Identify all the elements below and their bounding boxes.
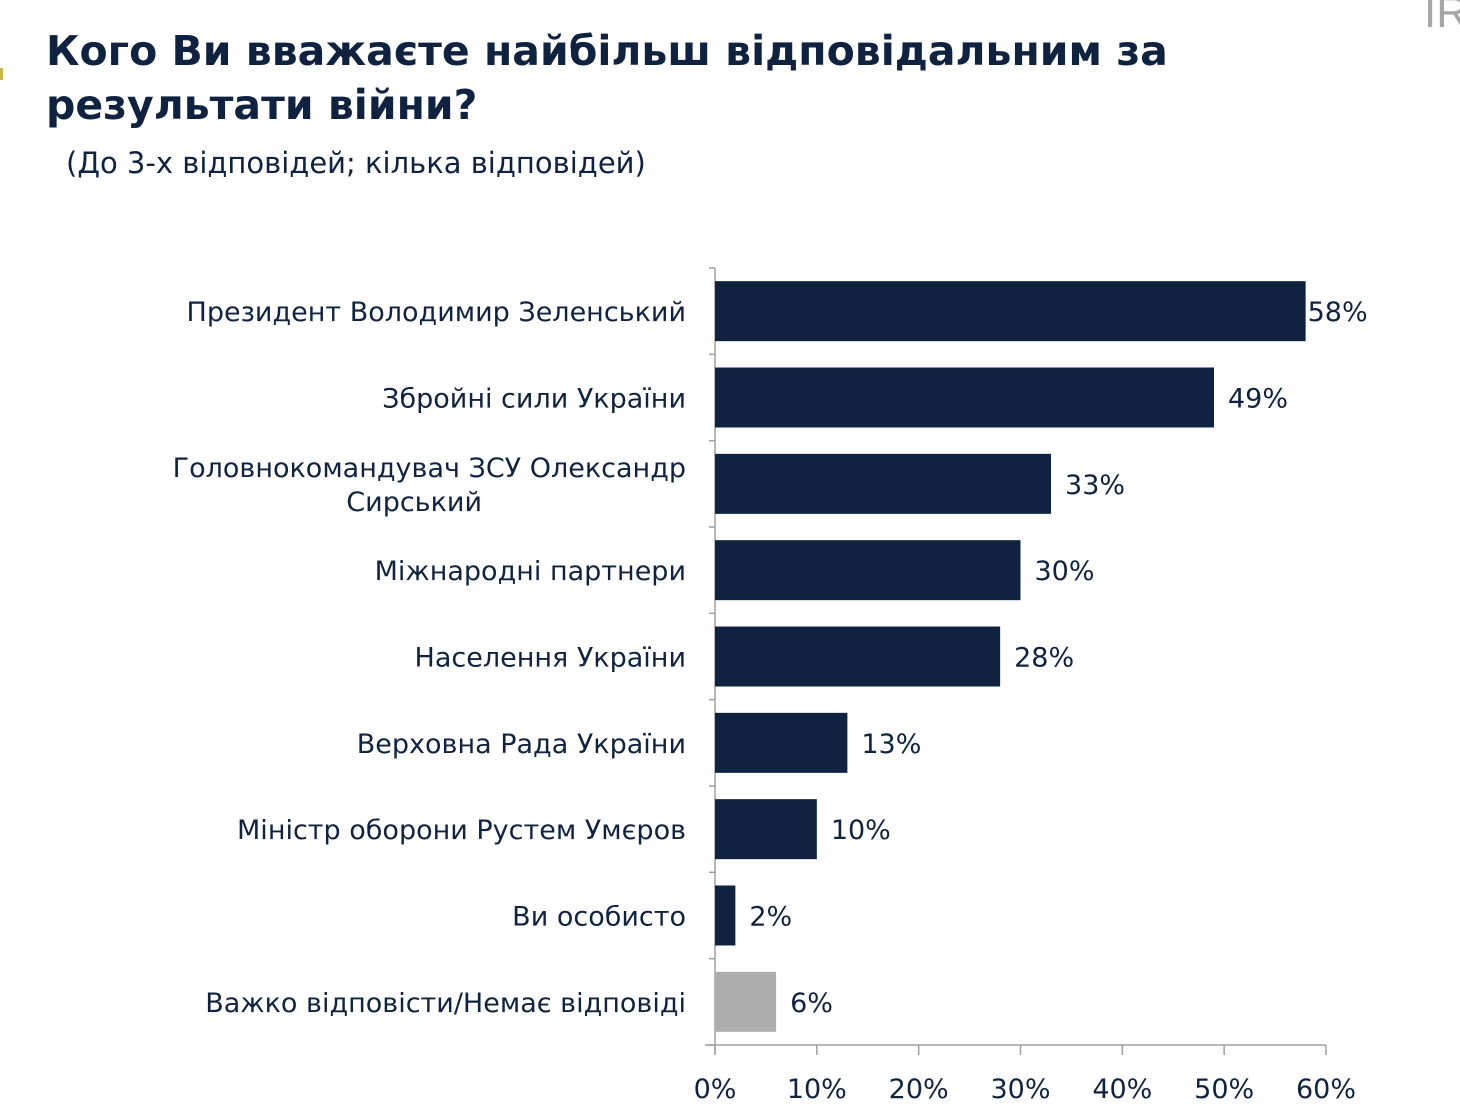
data-label: 28%: [1014, 643, 1074, 674]
x-tick-label: 40%: [1092, 1074, 1152, 1105]
category-label: Сирський: [346, 487, 482, 518]
category-label: Президент Володимир Зеленський: [187, 297, 686, 328]
category-label: Головнокомандувач ЗСУ Олександр: [173, 453, 686, 484]
bar: [715, 453, 1052, 514]
chart-title: Кого Ви вважаєте найбільш відповідальним…: [46, 27, 1168, 129]
x-tick-label: 0%: [694, 1074, 737, 1105]
data-label: 13%: [861, 729, 921, 760]
x-tick-label: 10%: [787, 1074, 847, 1105]
category-label: Населення України: [415, 643, 686, 674]
category-label: Верховна Рада України: [357, 729, 686, 760]
category-label: Важко відповісти/Немає відповіді: [205, 988, 686, 1019]
data-label: 49%: [1228, 384, 1288, 415]
category-label: Міністр оборони Рустем Умєров: [237, 815, 686, 846]
bar: [715, 885, 736, 946]
chart-subtitle: (До 3-х відповідей; кілька відповідей): [66, 146, 646, 180]
x-tick-label: 20%: [889, 1074, 949, 1105]
data-label: 58%: [1308, 297, 1368, 328]
data-label: 10%: [831, 815, 891, 846]
bar: [715, 626, 1001, 687]
bar: [715, 367, 1214, 428]
bar: [715, 712, 848, 773]
decorative-mark: [0, 68, 3, 80]
data-label: 33%: [1065, 470, 1125, 501]
data-label: 6%: [790, 988, 833, 1019]
category-label: Ви особисто: [512, 902, 686, 933]
bar: [715, 540, 1021, 601]
x-tick-label: 60%: [1296, 1074, 1356, 1105]
data-label: 2%: [749, 902, 792, 933]
x-tick-label: 50%: [1194, 1074, 1254, 1105]
brand-logo-fragment: IR: [1424, 0, 1460, 37]
bar: [715, 281, 1306, 342]
bar: [715, 971, 777, 1032]
x-tick-label: 30%: [990, 1074, 1050, 1105]
category-label: Міжнародні партнери: [375, 556, 686, 587]
bar: [715, 799, 817, 860]
category-label: Збройні сили України: [382, 384, 686, 415]
data-label: 30%: [1035, 556, 1095, 587]
